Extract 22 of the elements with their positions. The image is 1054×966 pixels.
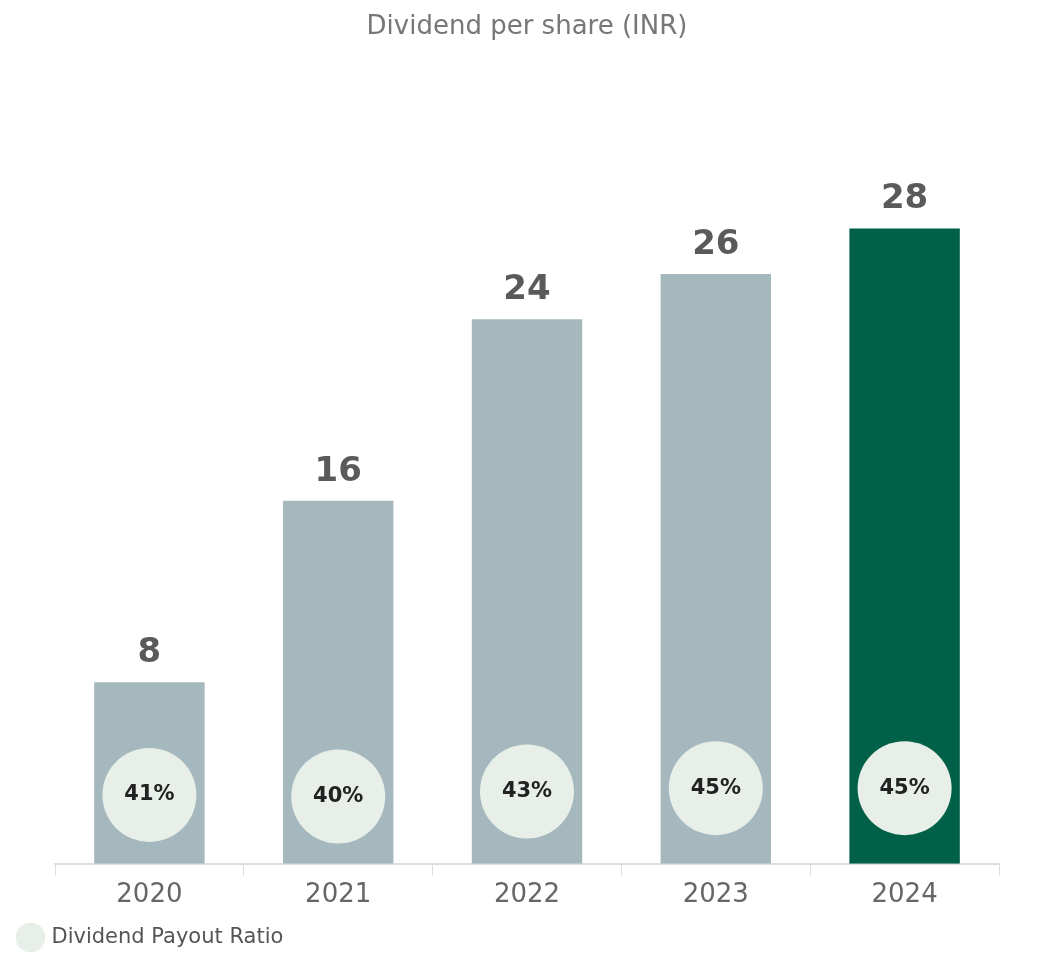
chart-title: Dividend per share (INR) — [366, 10, 688, 41]
bar — [849, 228, 960, 864]
point — [668, 741, 763, 836]
point — [291, 749, 386, 844]
data-label: 8 — [137, 630, 162, 671]
data-label: 41% — [124, 781, 175, 806]
data-label: 40% — [313, 783, 364, 808]
x-tick-label: 2022 — [493, 878, 561, 909]
point — [857, 741, 952, 836]
data-label: 43% — [501, 777, 553, 802]
x-tick-label: 2023 — [682, 878, 749, 909]
legend-label: Dividend Payout Ratio — [51, 923, 284, 948]
data-label: 45% — [690, 774, 741, 799]
x-tick-label: 2020 — [116, 878, 183, 909]
data-label: 24 — [503, 267, 551, 308]
data-label: 45% — [879, 774, 930, 799]
data-label: 26 — [692, 221, 740, 262]
x-tick-label: 2021 — [305, 878, 372, 909]
data-label: 16 — [314, 448, 362, 489]
point — [480, 744, 574, 839]
data-label: 28 — [880, 176, 929, 217]
x-tick-label: 2024 — [871, 878, 938, 909]
